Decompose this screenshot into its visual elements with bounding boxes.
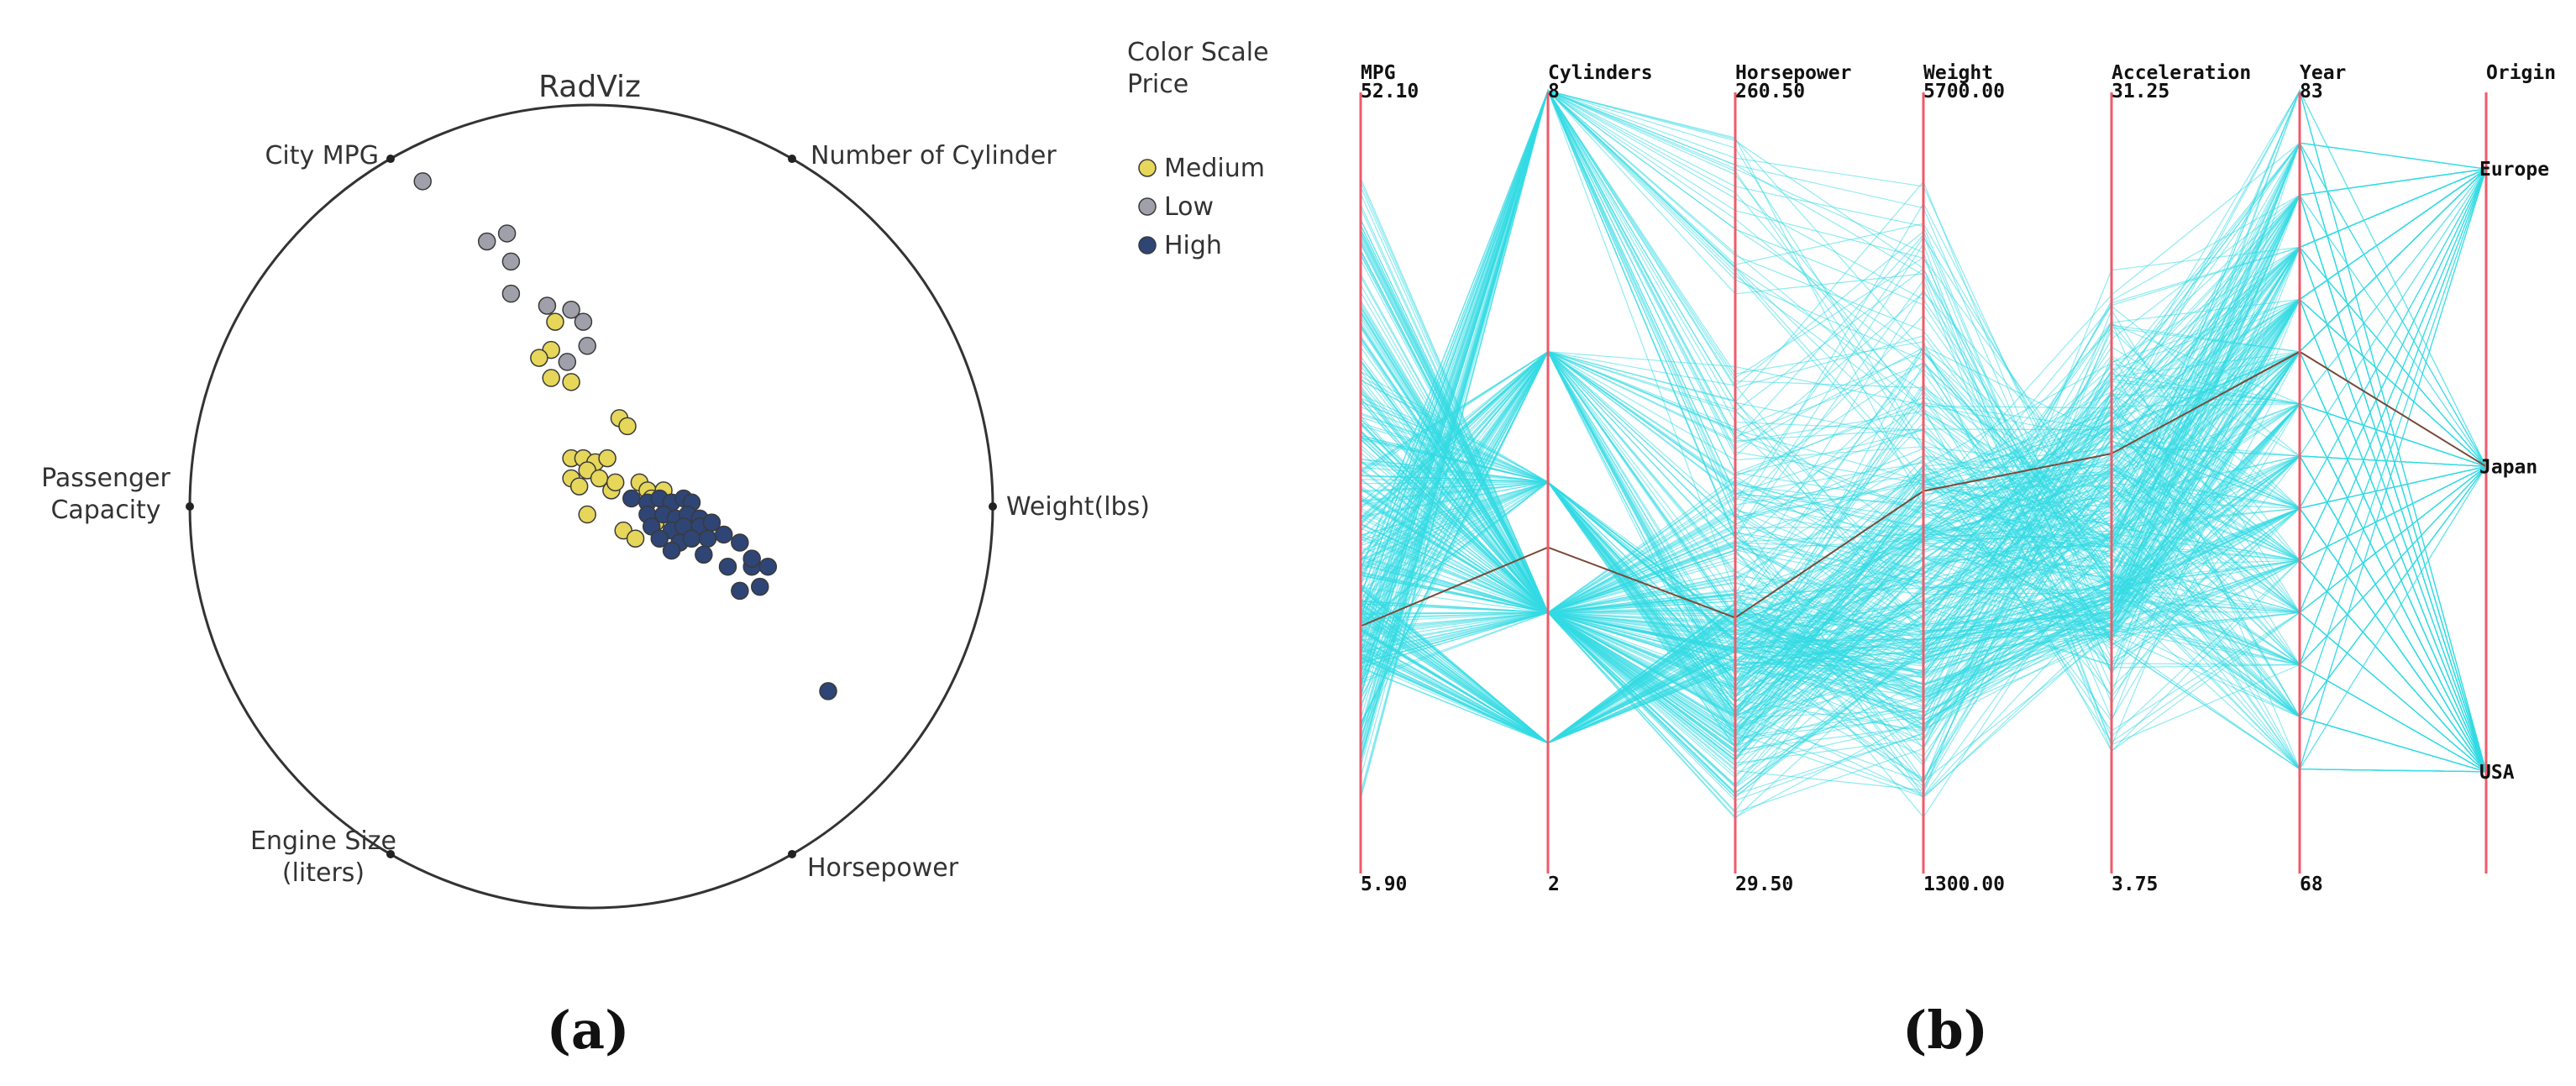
point-medium [530, 349, 548, 367]
point-low [562, 301, 580, 319]
anchor-dot-city-mpg [386, 155, 395, 164]
point-high [714, 525, 733, 544]
point-low [574, 312, 593, 331]
point-medium [598, 449, 616, 468]
pc-axis-min-year: 68 [2300, 874, 2323, 895]
radviz-anchors: City MPG Number of Cylinder Weight(lbs) Hor… [41, 141, 1150, 888]
anchor-dot-engine-size-liters [386, 849, 395, 858]
anchor-dot-passenger-capacity [186, 502, 194, 511]
point-high [650, 529, 669, 548]
pc-axis-min-cylinders: 2 [1548, 874, 1560, 895]
point-medium [626, 529, 645, 548]
point-high [731, 581, 749, 601]
panel-label-b: (b) [1902, 999, 1988, 1061]
legend-marker-low [1138, 197, 1157, 216]
point-low [477, 232, 496, 251]
point-low [538, 296, 557, 315]
point-high [718, 557, 737, 576]
legend-entries: Medium Low High [1138, 154, 1265, 260]
pc-axis-name-horsepower: Horsepower [1735, 62, 1851, 84]
pc-axis-max-year: 83 [2300, 81, 2323, 102]
anchor-label-city-mpg: City MPG [265, 141, 379, 171]
point-medium [562, 373, 580, 391]
pc-axis-name-origin: Origin [2486, 62, 2556, 84]
pc-axis-min-weight: 1300.00 [1923, 874, 2005, 895]
anchor-dot-number-of-cylinder [788, 155, 796, 164]
anchor-label-number-of-cylinder: Number of Cylinder [811, 141, 1057, 171]
point-high [751, 577, 769, 596]
point-high [682, 529, 701, 548]
point-low [413, 172, 432, 191]
legend-title-line-2: Price [1127, 70, 1188, 99]
pc-axis-name-year: Year [2300, 62, 2346, 84]
pc-axis-name-mpg: MPG [1361, 62, 1396, 84]
pc-category-usa: USA [2479, 762, 2515, 784]
anchor-dot-weight-lbs [989, 502, 997, 511]
anchor-label-horsepower: Horsepower [807, 853, 959, 883]
point-medium [569, 477, 589, 496]
point-medium [606, 473, 625, 492]
legend-marker-high [1138, 236, 1157, 254]
point-low [501, 252, 521, 271]
legend-marker-medium [1138, 159, 1157, 177]
point-medium [578, 505, 596, 524]
pc-axis-min-acceleration: 3.75 [2112, 874, 2158, 895]
panel-label-a: (a) [547, 999, 630, 1061]
pc-axis-min-horsepower: 29.50 [1735, 874, 1793, 895]
radviz-legend: Color Scale Price Medium Low High [1127, 38, 1269, 260]
point-medium [618, 417, 637, 436]
pc-axis-name-weight: Weight [1923, 62, 1993, 84]
point-high [758, 557, 778, 576]
anchor-label-passenger-capacity: Passenger Capacity [41, 464, 171, 525]
pc-axis-max-weight: 5700.00 [1923, 81, 2005, 102]
point-low [558, 353, 577, 371]
point-low [578, 337, 596, 355]
pc-category-japan: Japan [2479, 456, 2537, 478]
anchor-label-engine-size-liters: Engine Size (liters) [250, 826, 396, 888]
point-high [695, 545, 713, 564]
point-medium [546, 312, 564, 331]
point-high [731, 533, 749, 552]
anchor-dot-horsepower [788, 849, 796, 858]
point-high [698, 529, 717, 548]
legend-label-high: High [1164, 231, 1222, 260]
point-low [501, 284, 521, 303]
radviz-title: RadViz [538, 70, 641, 104]
pc-axis-min-mpg: 5.90 [1361, 874, 1407, 895]
pc-axis-name-acceleration: Acceleration [2112, 62, 2251, 84]
pc-axis-max-acceleration: 31.25 [2112, 81, 2169, 102]
point-low [497, 224, 517, 243]
legend-title-line-1: Color Scale [1127, 38, 1269, 67]
point-high [742, 549, 761, 568]
pc-axis-name-cylinders: Cylinders [1548, 62, 1653, 84]
legend-label-medium: Medium [1164, 154, 1265, 183]
anchor-label-weight-lbs: Weight(lbs) [1006, 492, 1150, 522]
point-medium [542, 369, 560, 387]
pc-category-europe: Europe [2479, 159, 2549, 181]
point-high [819, 682, 837, 700]
pc-axis-max-horsepower: 260.50 [1735, 81, 1805, 102]
legend-label-low: Low [1164, 192, 1214, 222]
pc-axis-max-mpg: 52.10 [1361, 81, 1419, 102]
radviz-panel: RadViz City MPG Number of Cylinder Weight(… [41, 38, 1268, 1061]
pc-axis-max-cylinders: 8 [1548, 81, 1560, 102]
point-high [662, 541, 681, 560]
point-high [622, 489, 641, 508]
radviz-points [413, 172, 837, 700]
